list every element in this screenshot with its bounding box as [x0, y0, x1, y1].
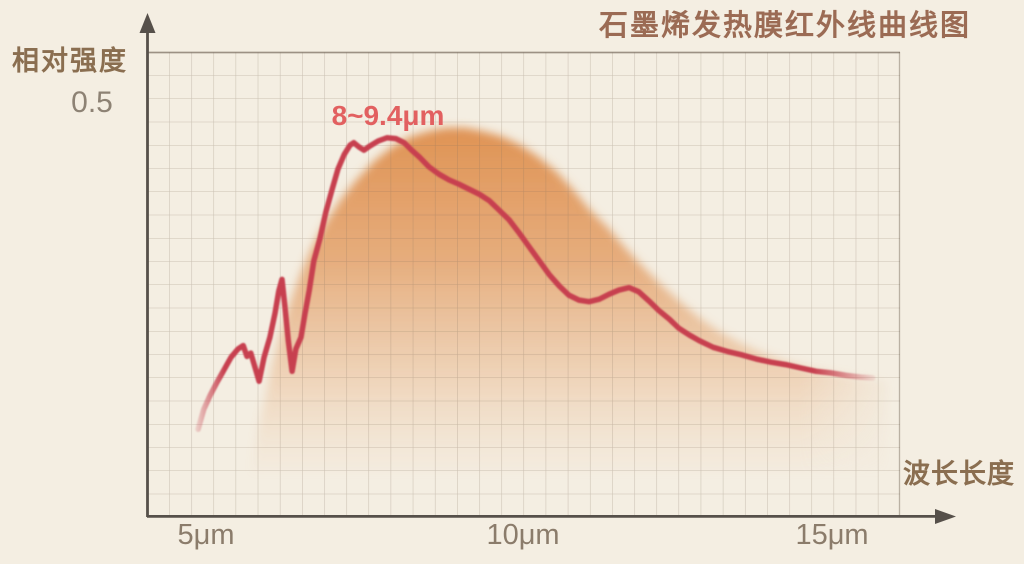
y-axis-tick-label: 0.5: [71, 86, 113, 119]
y-axis-title: 相对强度: [12, 46, 128, 76]
grid: [147, 52, 900, 517]
peak-annotation: 8~9.4μm: [331, 100, 445, 131]
chart-title: 石墨烯发热膜红外线曲线图: [598, 10, 971, 42]
x-axis-arrow-icon: [935, 509, 956, 524]
x-axis-title: 波长长度: [903, 459, 1015, 489]
x-tick-5um: 5μm: [177, 519, 235, 551]
spectrum-curve-group: [195, 135, 876, 432]
x-tick-15um: 15μm: [795, 519, 869, 551]
red-curve-path: [195, 135, 876, 432]
x-tick-10um: 10μm: [486, 519, 560, 551]
y-axis-arrow-icon: [139, 13, 156, 33]
